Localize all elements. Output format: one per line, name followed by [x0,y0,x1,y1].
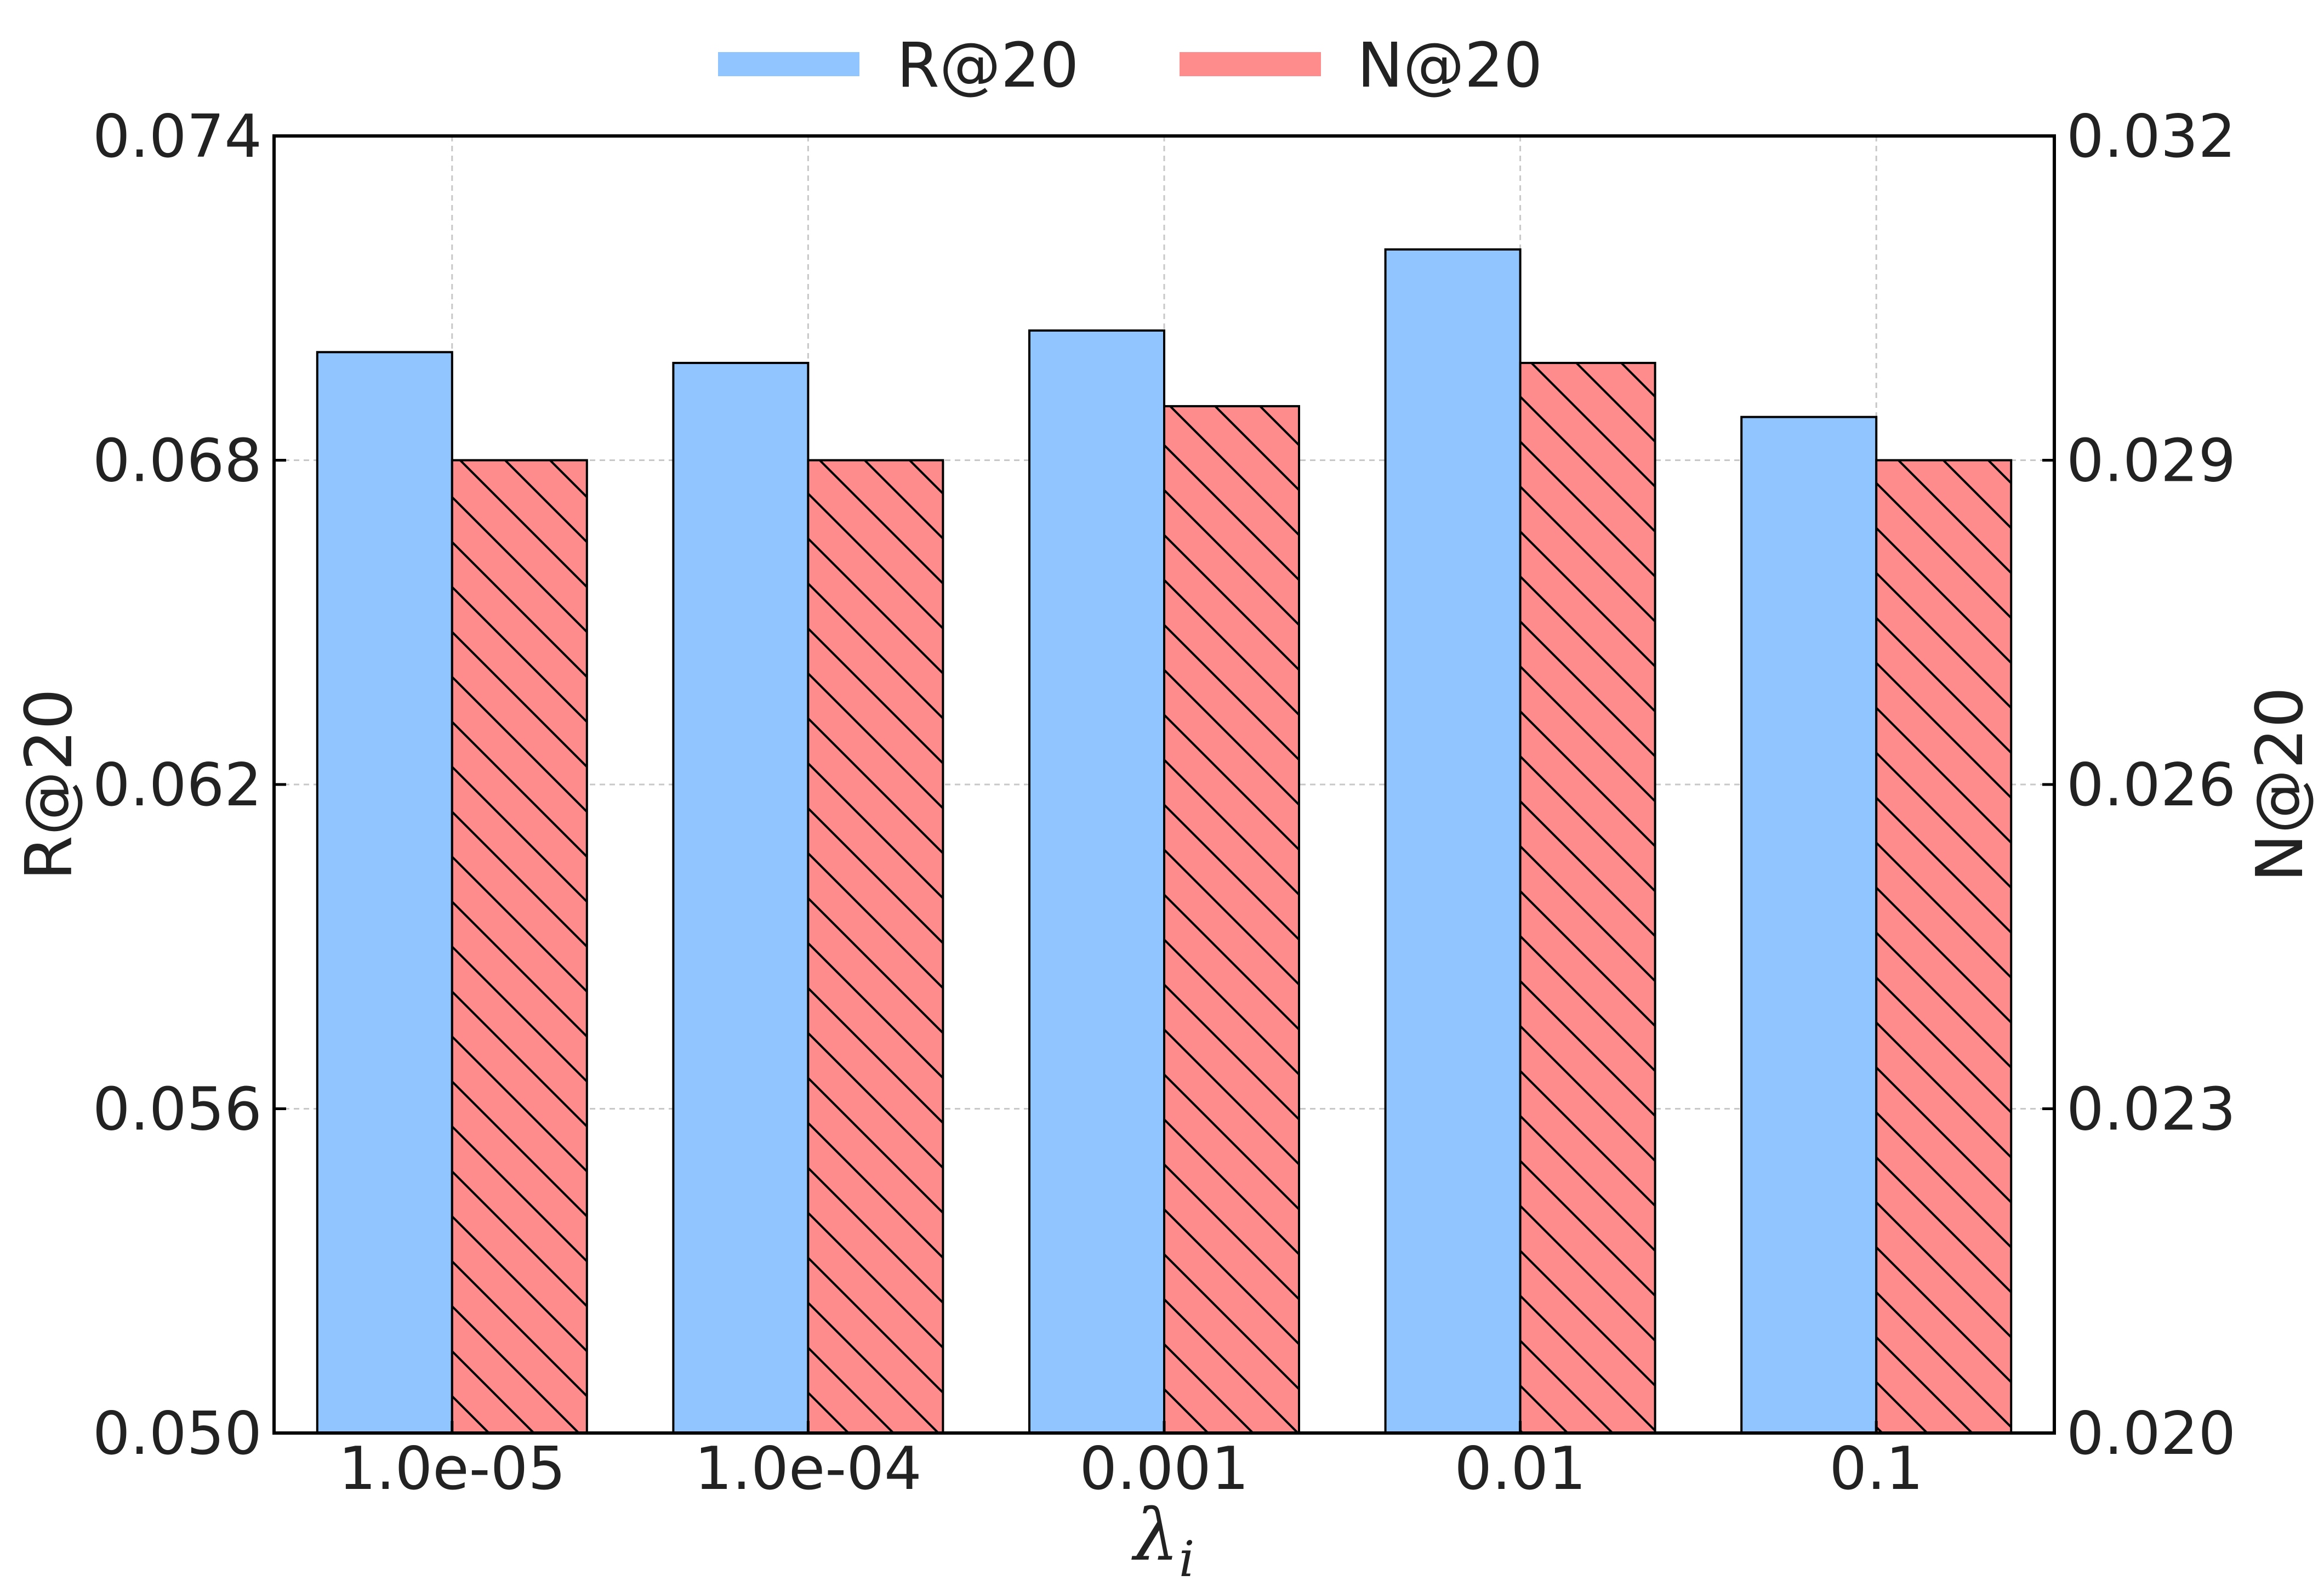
y-tick-label-right: 0.029 [2066,427,2236,496]
bar-r20 [1384,248,1522,1435]
x-axis-label-symbol: λ [1131,1493,1178,1577]
bar-n20-hatch [1163,405,1300,1435]
y-tick-label-left: 0.056 [93,1076,262,1144]
bar-r20 [672,362,810,1434]
y-tick-label-left: 0.074 [93,103,262,171]
y-tick-label-right: 0.032 [2066,103,2236,171]
left-y-tick-labels: 0.050 0.056 0.062 0.068 0.074 [93,103,262,1468]
y-tick-label-right: 0.023 [2066,1076,2236,1144]
bar-n20-hatch [1519,362,1656,1434]
right-y-tick-labels: 0.020 0.023 0.026 0.029 0.032 [2066,103,2236,1468]
ticks [274,134,2054,1435]
x-tick-label: 0.001 [1079,1435,1249,1503]
legend-label-n20: N@20 [1357,30,1542,101]
x-tick-label: 0.1 [1829,1435,1923,1503]
y-tick-label-right: 0.026 [2066,751,2236,820]
bar-n20-hatch [451,459,588,1434]
bar-n20-hatch [807,459,944,1434]
y-tick-label-right: 0.020 [2066,1400,2236,1468]
legend-label-r20: R@20 [897,30,1079,101]
y-tick-label-left: 0.068 [93,427,262,496]
y-tick-label-left: 0.050 [93,1400,262,1468]
x-axis-label-subscript: i [1179,1531,1195,1588]
legend-swatch-n20 [1180,52,1321,76]
bar-r20 [1740,416,1878,1435]
x-tick-label: 0.01 [1454,1435,1586,1503]
y-tick-label-left: 0.062 [93,751,262,820]
bar-r20 [1028,329,1165,1434]
bars [316,248,2013,1435]
legend: R@20 N@20 [718,30,1542,101]
x-tick-label: 1.0e-04 [694,1435,922,1503]
x-tick-labels: 1.0e-05 1.0e-04 0.001 0.01 0.1 [338,1435,1923,1503]
y-axis-label-right: N@20 [2242,687,2317,882]
bar-n20-hatch [1875,459,2013,1434]
x-tick-label: 1.0e-05 [338,1435,566,1503]
legend-swatch-r20 [718,52,859,76]
y-axis-label-left: R@20 [11,689,87,880]
x-axis-label: λi [1131,1493,1194,1588]
bar-r20 [316,351,453,1434]
